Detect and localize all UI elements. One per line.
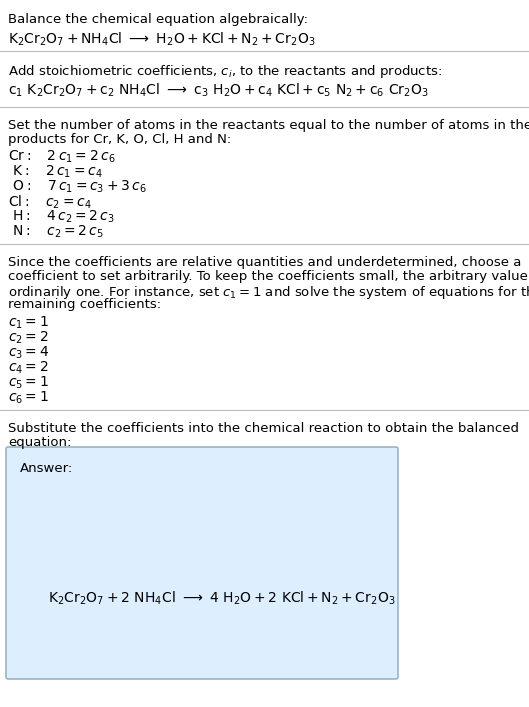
- Text: $\mathrm{Cl:}\ \ \ c_2 = c_4$: $\mathrm{Cl:}\ \ \ c_2 = c_4$: [8, 194, 92, 211]
- Text: $\mathrm{c_1\ K_2Cr_2O_7 + c_2\ NH_4Cl\ \longrightarrow\ c_3\ H_2O + c_4\ KCl + : $\mathrm{c_1\ K_2Cr_2O_7 + c_2\ NH_4Cl\ …: [8, 82, 428, 100]
- Text: $\mathrm{\ N:}\ \ \ c_2 = 2\,c_5$: $\mathrm{\ N:}\ \ \ c_2 = 2\,c_5$: [8, 224, 104, 240]
- FancyBboxPatch shape: [6, 447, 398, 679]
- Text: Add stoichiometric coefficients, $c_i$, to the reactants and products:: Add stoichiometric coefficients, $c_i$, …: [8, 63, 442, 80]
- Text: $\mathrm{K_2Cr_2O_7 + NH_4Cl\ \longrightarrow\ H_2O + KCl + N_2 + Cr_2O_3}$: $\mathrm{K_2Cr_2O_7 + NH_4Cl\ \longright…: [8, 31, 315, 48]
- Text: $c_4 = 2$: $c_4 = 2$: [8, 360, 49, 376]
- Text: $\mathrm{\ H:}\ \ \ 4\,c_2 = 2\,c_3$: $\mathrm{\ H:}\ \ \ 4\,c_2 = 2\,c_3$: [8, 209, 115, 226]
- Text: Set the number of atoms in the reactants equal to the number of atoms in the: Set the number of atoms in the reactants…: [8, 119, 529, 132]
- Text: remaining coefficients:: remaining coefficients:: [8, 298, 161, 311]
- Text: Answer:: Answer:: [20, 462, 73, 475]
- Text: $c_2 = 2$: $c_2 = 2$: [8, 330, 49, 346]
- Text: ordinarily one. For instance, set $c_1 = 1$ and solve the system of equations fo: ordinarily one. For instance, set $c_1 =…: [8, 284, 529, 301]
- Text: $c_6 = 1$: $c_6 = 1$: [8, 390, 49, 407]
- Text: Substitute the coefficients into the chemical reaction to obtain the balanced: Substitute the coefficients into the che…: [8, 422, 519, 435]
- Text: $c_3 = 4$: $c_3 = 4$: [8, 345, 49, 361]
- Text: Since the coefficients are relative quantities and underdetermined, choose a: Since the coefficients are relative quan…: [8, 256, 522, 269]
- Text: coefficient to set arbitrarily. To keep the coefficients small, the arbitrary va: coefficient to set arbitrarily. To keep …: [8, 270, 529, 283]
- Text: $c_1 = 1$: $c_1 = 1$: [8, 315, 49, 332]
- Text: $\mathrm{Cr:}\ \ \ 2\,c_1 = 2\,c_6$: $\mathrm{Cr:}\ \ \ 2\,c_1 = 2\,c_6$: [8, 149, 115, 165]
- Text: $c_5 = 1$: $c_5 = 1$: [8, 375, 49, 392]
- Text: Balance the chemical equation algebraically:: Balance the chemical equation algebraica…: [8, 13, 308, 26]
- Text: $\mathrm{K_2Cr_2O_7 + 2\ NH_4Cl\ \longrightarrow\ 4\ H_2O + 2\ KCl + N_2 + Cr_2O: $\mathrm{K_2Cr_2O_7 + 2\ NH_4Cl\ \longri…: [48, 590, 396, 607]
- Text: $\mathrm{\ K:}\ \ \ 2\,c_1 = c_4$: $\mathrm{\ K:}\ \ \ 2\,c_1 = c_4$: [8, 164, 103, 180]
- Text: equation:: equation:: [8, 436, 71, 449]
- Text: $\mathrm{\ O:}\ \ \ 7\,c_1 = c_3 + 3\,c_6$: $\mathrm{\ O:}\ \ \ 7\,c_1 = c_3 + 3\,c_…: [8, 179, 147, 195]
- Text: products for Cr, K, O, Cl, H and N:: products for Cr, K, O, Cl, H and N:: [8, 133, 231, 146]
